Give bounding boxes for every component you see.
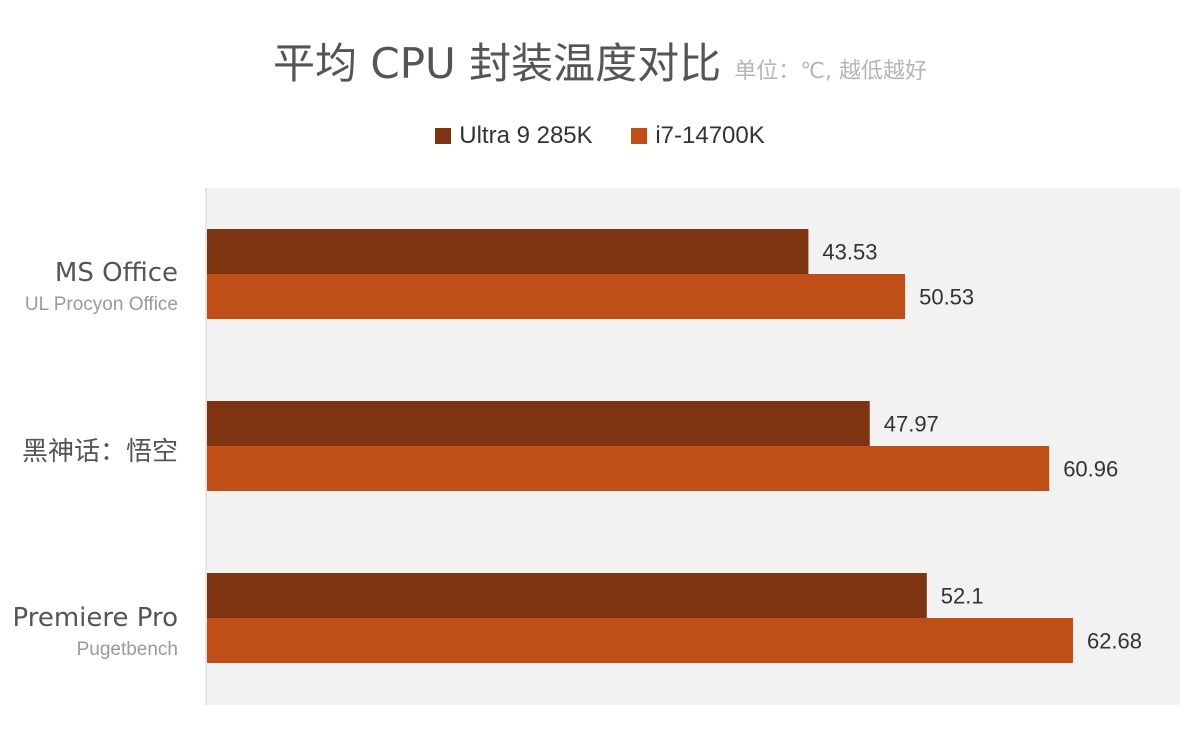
category-name: MS Office [54, 258, 178, 288]
category-subname: UL Procyon Office [24, 294, 178, 315]
data-label: 52.1 [941, 584, 984, 609]
category-subname: Pugetbench [76, 639, 178, 660]
legend-label: i7-14700K [655, 122, 765, 149]
category-label-ms-office: MS Office UL Procyon Office [25, 258, 178, 316]
chart-title-block: 平均 CPU 封装温度对比 单位：℃, 越低越好 [0, 30, 1200, 91]
category-name: Premiere Pro [12, 603, 178, 633]
data-label: 60.96 [1063, 457, 1118, 482]
legend-swatch [631, 128, 648, 144]
bar-ultra-9-285k [207, 229, 809, 274]
bar-ultra-9-285k [207, 573, 927, 618]
bar-i7-14700k [207, 446, 1050, 491]
bar-ultra-9-285k [207, 401, 870, 446]
chart-subtitle: 单位：℃, 越低越好 [734, 59, 927, 84]
category-label-premiere: Premiere Pro Pugetbench [12, 603, 178, 661]
data-label: 62.68 [1087, 629, 1142, 654]
legend-item-i7: i7-14700K [631, 122, 765, 150]
legend-item-ultra9: Ultra 9 285K [435, 122, 593, 150]
bar-i7-14700k [207, 618, 1073, 663]
chart-title: 平均 CPU 封装温度对比 [273, 39, 722, 88]
data-label: 50.53 [919, 285, 974, 310]
legend: Ultra 9 285K i7-14700K [0, 122, 1200, 151]
data-label: 47.97 [884, 412, 939, 437]
bar-i7-14700k [207, 274, 906, 319]
legend-label: Ultra 9 285K [459, 122, 593, 149]
category-name: 黑神话：悟空 [21, 437, 178, 467]
legend-swatch [435, 128, 452, 144]
category-label-wukong: 黑神话：悟空 [22, 431, 178, 468]
data-label: 43.53 [822, 240, 877, 265]
